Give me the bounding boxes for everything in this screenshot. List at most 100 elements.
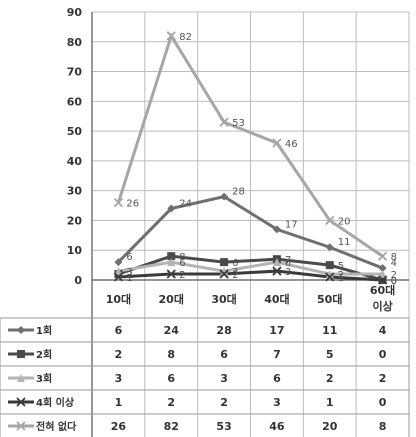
x-category-label: 40대 — [264, 292, 289, 306]
data-label: 7 — [285, 255, 291, 266]
series-marker — [325, 261, 334, 270]
data-label: 2 — [179, 270, 185, 281]
series-marker — [166, 269, 176, 279]
data-label: 6 — [179, 258, 185, 269]
series-marker — [113, 197, 124, 208]
legend-label: 전혀 없다 — [36, 420, 77, 433]
series-line — [118, 269, 383, 282]
table-cell: 11 — [322, 324, 337, 337]
data-label: 82 — [179, 32, 192, 43]
data-label: 6 — [285, 258, 291, 269]
data-label: 3 — [285, 267, 291, 278]
series-marker — [17, 326, 25, 334]
table-cell: 2 — [167, 396, 175, 409]
series-marker — [325, 243, 334, 252]
x-category-label: 30대 — [211, 292, 236, 306]
data-label: 8 — [391, 252, 397, 263]
table-cell: 1 — [326, 396, 334, 409]
series-marker — [113, 272, 124, 282]
series-marker — [167, 258, 176, 267]
data-label: 24 — [179, 199, 192, 210]
data-label: 3 — [232, 267, 238, 278]
legend-label: 2회 — [36, 348, 52, 361]
series-marker — [17, 350, 25, 358]
data-label: 0 — [391, 276, 397, 287]
table-cell: 46 — [269, 420, 285, 433]
table-cell: 6 — [220, 348, 228, 361]
series-marker — [166, 31, 176, 41]
table-cell: 20 — [322, 420, 338, 433]
data-label: 2 — [391, 270, 397, 281]
table-cell: 4 — [379, 324, 387, 337]
table-cell: 6 — [115, 324, 123, 337]
table-cell: 26 — [111, 420, 127, 433]
y-tick-label: 30 — [67, 185, 83, 198]
series-marker — [272, 266, 282, 276]
table-cell: 7 — [273, 348, 281, 361]
series-line — [118, 260, 383, 276]
table-cell: 8 — [167, 348, 175, 361]
data-label: 1 — [338, 273, 344, 284]
data-label: 11 — [338, 237, 351, 248]
legend-label: 1회 — [36, 324, 52, 337]
data-label: 4 — [391, 258, 397, 269]
data-label: 2 — [126, 270, 132, 281]
x-category-label: 이상 — [372, 299, 392, 313]
table-cell: 5 — [326, 348, 334, 361]
series-marker — [378, 264, 387, 273]
table-cell: 2 — [379, 372, 387, 385]
series-marker — [219, 117, 229, 127]
series-line — [117, 254, 383, 282]
series-line — [116, 32, 384, 258]
data-label: 28 — [232, 187, 245, 198]
y-tick-label: 80 — [67, 36, 83, 49]
x-category-label: 60대 — [370, 283, 395, 297]
data-label: 2 — [232, 270, 238, 281]
data-label: 8 — [179, 252, 185, 263]
series-marker — [219, 269, 229, 279]
data-label: 2 — [338, 270, 344, 281]
table-cell: 53 — [216, 420, 231, 433]
data-label: 3 — [126, 267, 132, 278]
table-cell: 2 — [115, 348, 123, 361]
data-label: 20 — [338, 216, 351, 227]
table-cell: 0 — [379, 396, 387, 409]
table-cell: 28 — [216, 324, 231, 337]
gridlines — [91, 11, 410, 437]
data-label: 5 — [338, 261, 344, 272]
series-marker — [167, 204, 176, 213]
series-marker — [325, 215, 335, 226]
table-cell: 0 — [379, 348, 387, 361]
y-tick-label: 40 — [67, 155, 83, 168]
series-marker — [114, 267, 123, 276]
table-cell: 2 — [326, 372, 334, 385]
series-markers — [113, 31, 388, 285]
series-marker — [377, 275, 388, 285]
table-cell: 17 — [269, 324, 284, 337]
y-tick-label: 20 — [67, 214, 83, 227]
series-marker — [377, 251, 388, 261]
series-marker — [114, 258, 123, 267]
table-cell: 2 — [220, 396, 228, 409]
y-axis-tick-labels: 0 10 20 30 40 50 60 70 80 90 — [67, 6, 83, 287]
data-label: 1 — [126, 273, 132, 284]
table-cell: 6 — [167, 372, 175, 385]
table-cell: 3 — [115, 372, 123, 385]
x-category-label: 10대 — [106, 292, 131, 306]
table-cell: 82 — [164, 420, 179, 433]
y-tick-label: 50 — [67, 125, 83, 138]
data-label: 53 — [232, 118, 245, 129]
table-cell: 8 — [379, 420, 387, 433]
y-tick-label: 0 — [74, 274, 82, 287]
series-marker — [16, 397, 26, 407]
series-marker — [220, 258, 229, 267]
series-marker — [220, 192, 229, 201]
legend-label: 4회 이상 — [36, 396, 75, 409]
series-marker — [272, 138, 282, 148]
series-marker — [378, 270, 387, 279]
table-cell: 3 — [220, 372, 228, 385]
table-cell: 1 — [115, 396, 123, 409]
